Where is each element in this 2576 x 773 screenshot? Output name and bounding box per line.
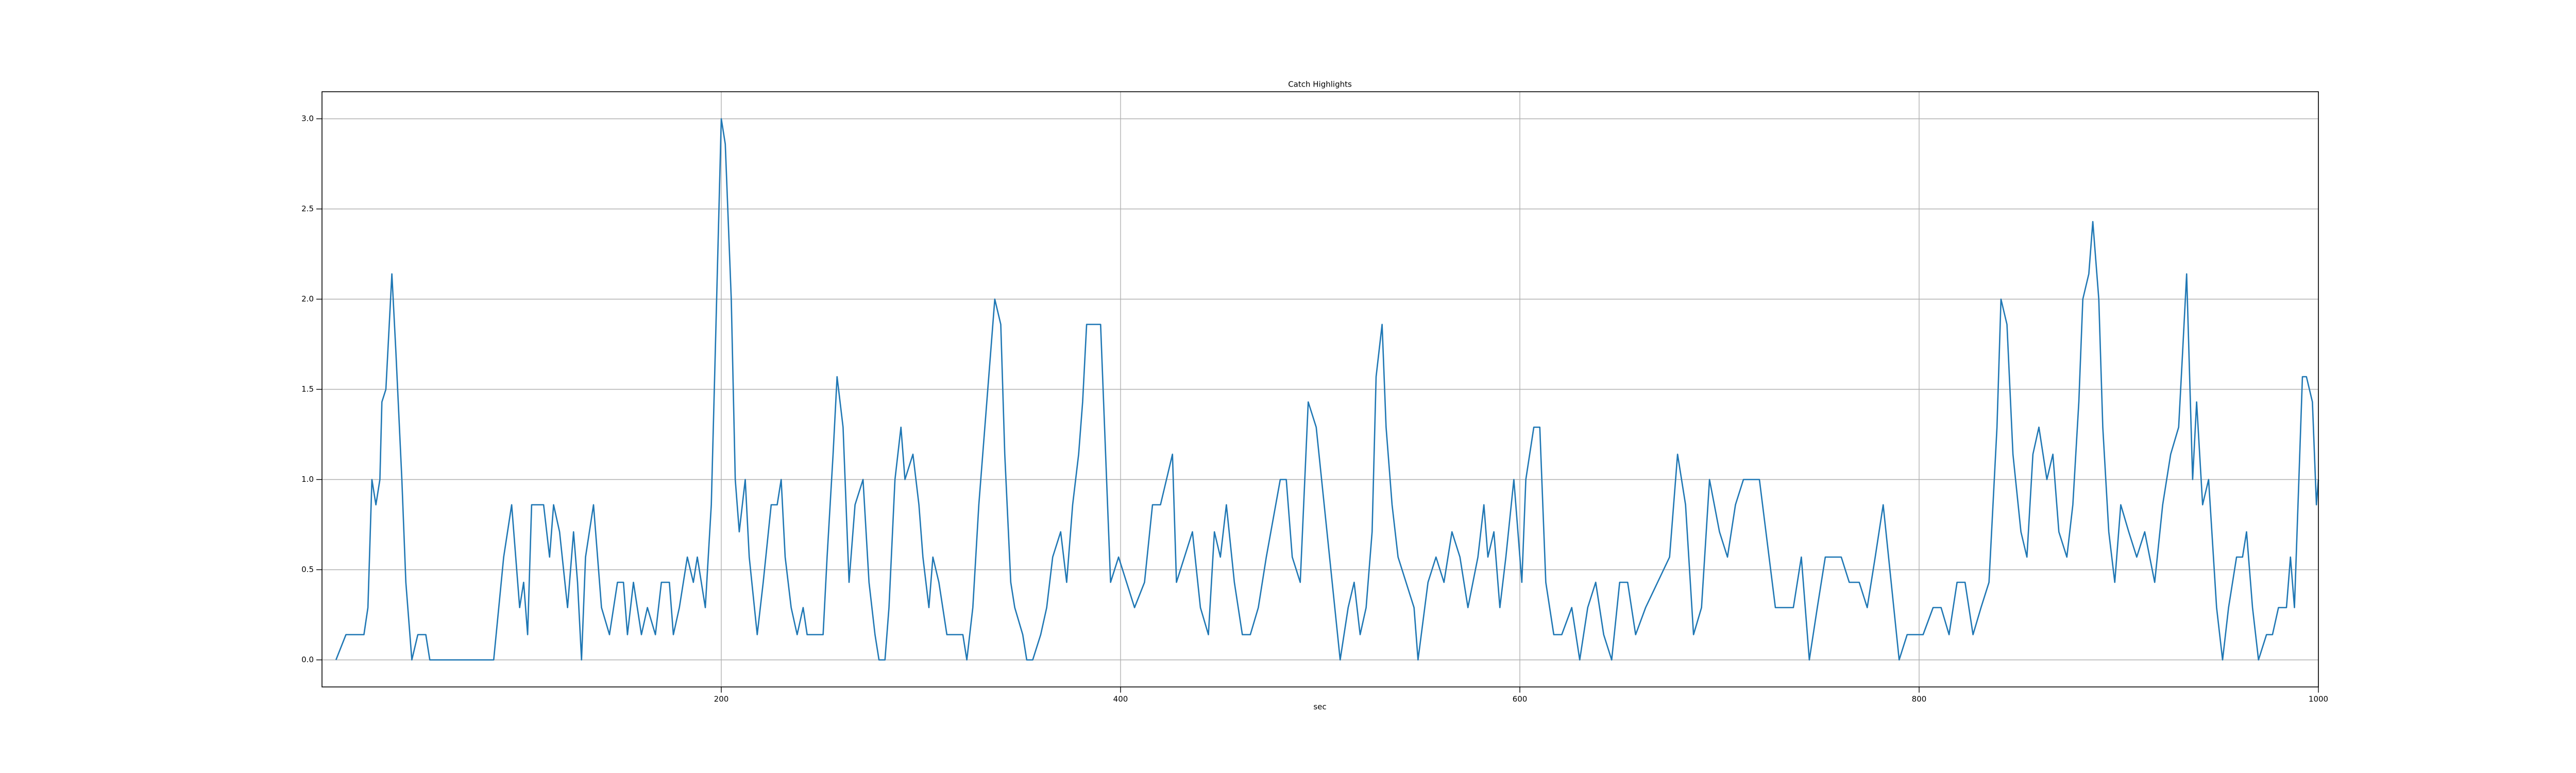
x-tick-label: 1000 — [2309, 695, 2328, 704]
x-axis-label: sec — [1313, 702, 1326, 712]
y-tick-label: 2.0 — [301, 294, 314, 304]
grid — [322, 92, 2319, 687]
chart-title: Catch Highlights — [1288, 80, 1352, 89]
y-tick-label: 0.5 — [301, 565, 314, 574]
plot-area — [335, 118, 2319, 661]
x-tick-label: 400 — [1113, 695, 1128, 704]
y-tick-label: 1.0 — [301, 475, 314, 484]
x-tick-label: 200 — [714, 695, 729, 704]
x-tick-label: 600 — [1513, 695, 1528, 704]
x-tick-label: 800 — [1912, 695, 1927, 704]
y-tick-label: 3.0 — [301, 114, 314, 123]
y-tick-label: 0.0 — [301, 655, 314, 664]
y-tick-label: 2.5 — [301, 204, 314, 213]
ticks: 200 400 600 800 1000 0.0 0.5 1.0 1.5 2.0 2.5 3.0 — [301, 114, 2328, 704]
y-tick-label: 1.5 — [301, 384, 314, 394]
data-line — [335, 118, 2319, 661]
